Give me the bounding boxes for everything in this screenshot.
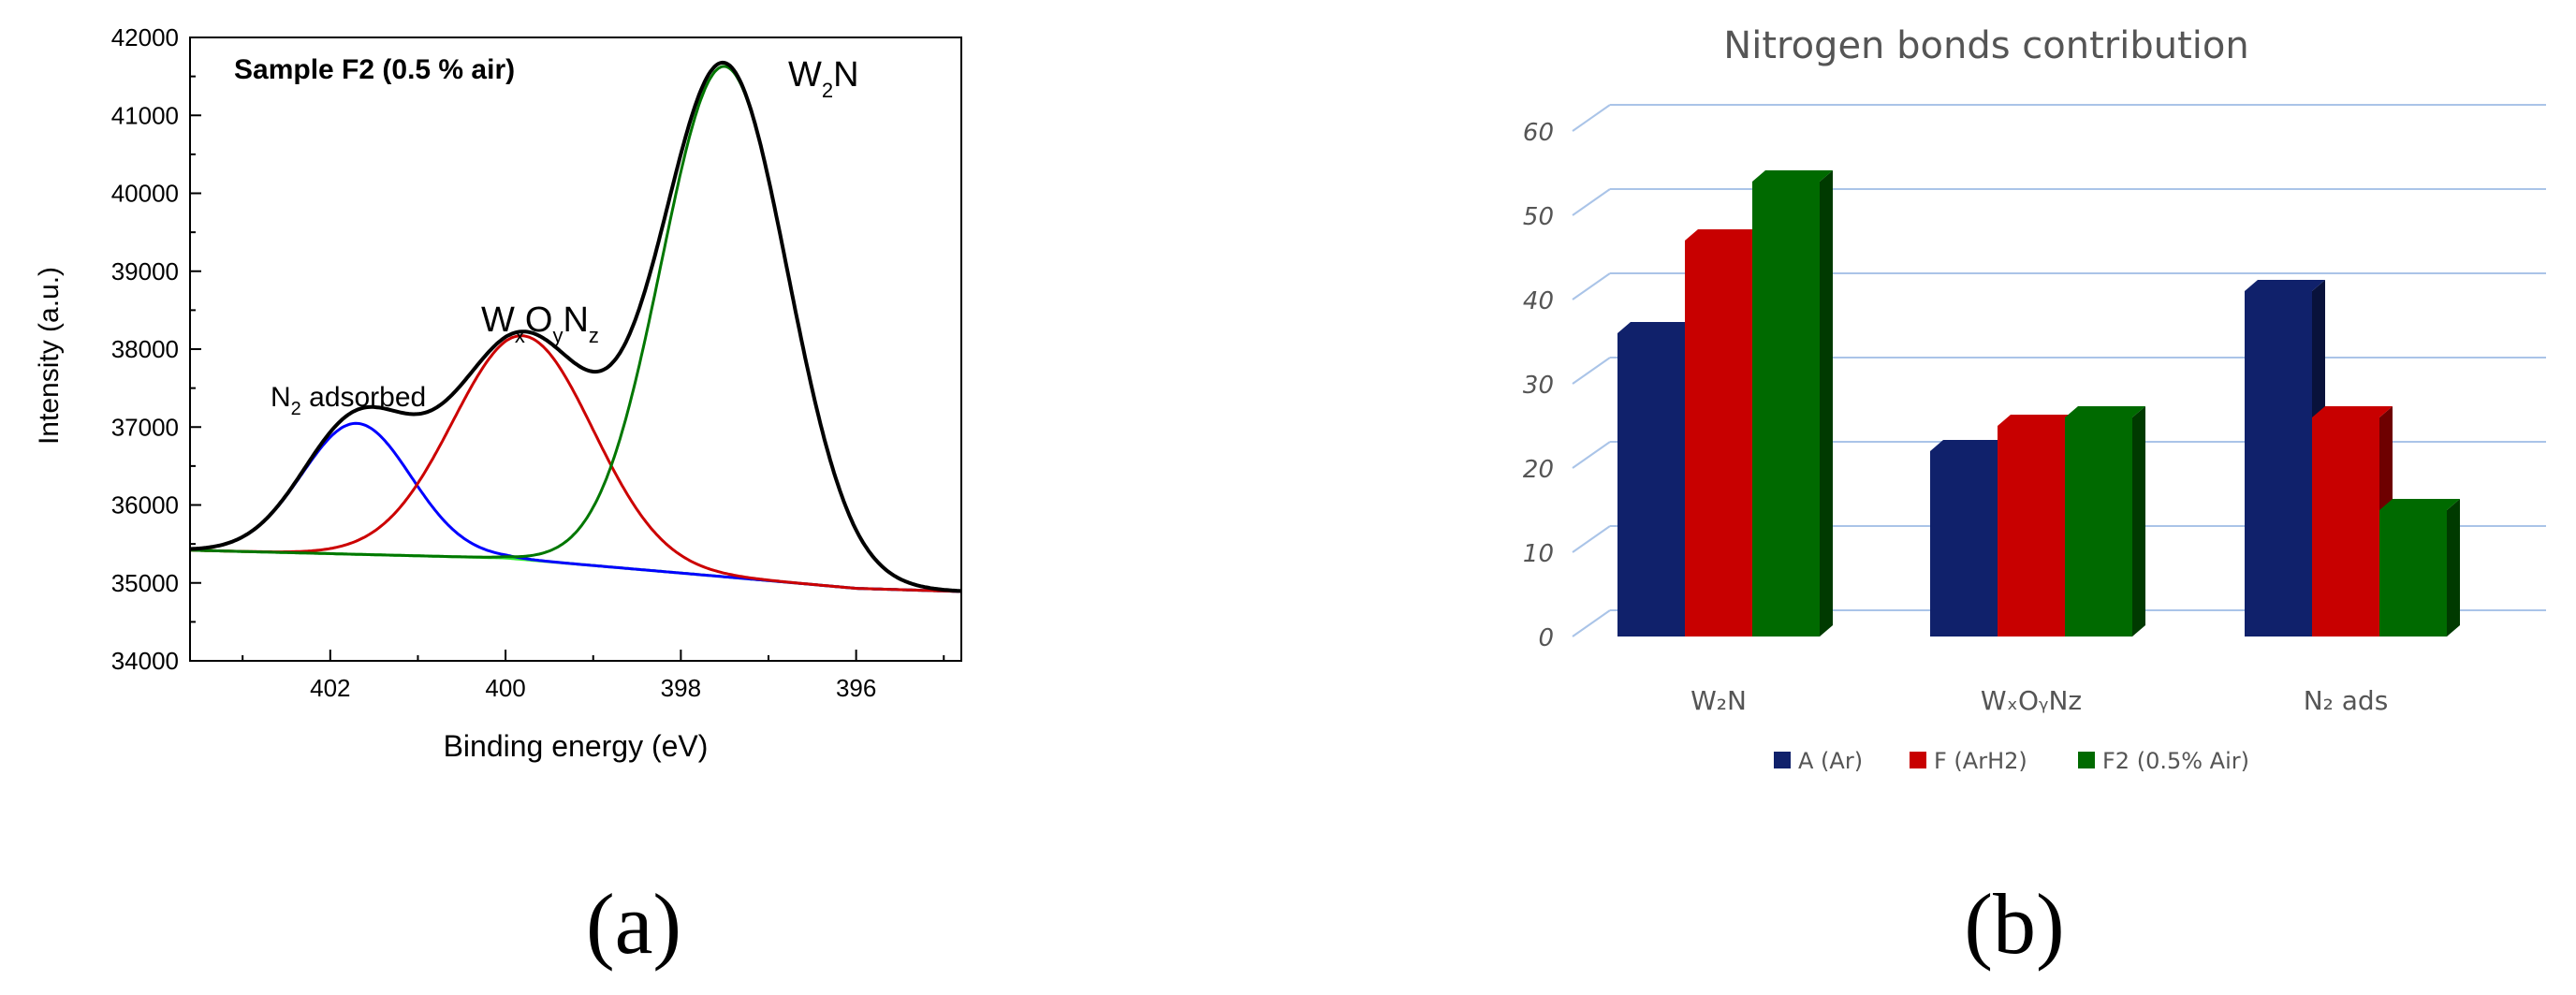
y-tick-label: 60	[1523, 119, 1554, 147]
legend-label: A (Ar)	[1798, 748, 1863, 774]
bar-front	[1685, 241, 1752, 637]
bar-top	[1685, 229, 1765, 241]
bar-front	[2312, 417, 2379, 637]
panel-label-b: (b)	[1964, 876, 2064, 972]
bars	[1617, 170, 2460, 637]
grid-diagonal	[1572, 188, 1611, 216]
xps-spectrum-panel: 34000 35000 36000 37000 38000 39000 40000 41000…	[34, 23, 962, 972]
xps-plot-area: 34000 35000 36000 37000 38000 39000 40000 41000…	[111, 23, 962, 702]
panel-label-a: (a)	[586, 876, 681, 972]
y-tick-label: 35000	[111, 569, 179, 597]
y-tick-label: 41000	[111, 101, 179, 129]
x-tick-label: 400	[485, 674, 525, 702]
bar-front	[2245, 291, 2312, 637]
plot-frame	[189, 37, 962, 662]
legend: A (Ar) F (ArH2) F2 (0.5% Air)	[1774, 748, 2249, 774]
legend-swatch	[2078, 752, 2095, 768]
legend-label: F2 (0.5% Air)	[2102, 748, 2249, 774]
bar-top	[2065, 406, 2145, 417]
y-tick-label: 34000	[111, 647, 179, 675]
bar-top	[2312, 406, 2393, 417]
grid-diagonal	[1572, 609, 1611, 637]
bar-top	[1617, 322, 1698, 333]
bar	[2379, 499, 2460, 637]
y-tick-label: 36000	[111, 491, 179, 519]
n2-adsorbed-label: N2 adsorbed	[271, 382, 426, 419]
y-tick-label: 20	[1523, 456, 1554, 484]
bar-front	[1617, 333, 1685, 637]
y-tick-label: 50	[1523, 203, 1554, 231]
y-tick-label: 10	[1523, 540, 1554, 568]
grid-diagonal	[1572, 525, 1611, 553]
bar-front	[2065, 417, 2132, 637]
bar-chart-title: Nitrogen bonds contribution	[1723, 24, 2248, 67]
w2n-label: W2N	[788, 55, 859, 102]
x-axis-label: Binding energy (eV)	[444, 729, 709, 763]
bar-top	[2245, 280, 2325, 291]
bar-top	[1930, 440, 2011, 451]
bar-top	[1752, 170, 1833, 182]
y-tick-label: 40	[1523, 287, 1554, 315]
bar-front	[2379, 510, 2447, 637]
category-label: N₂ ads	[2304, 685, 2389, 716]
bar	[1752, 170, 1833, 637]
bar	[2245, 280, 2325, 637]
y-tick-label: 39000	[111, 257, 179, 285]
x-tick-label: 398	[661, 674, 701, 702]
legend-label: F (ArH2)	[1934, 748, 2027, 774]
grid-diagonal	[1572, 104, 1611, 132]
y-axis-label: Intensity (a.u.)	[34, 267, 65, 445]
y-tick-label: 0	[1538, 624, 1554, 652]
bar-front	[1998, 426, 2065, 637]
y-tick-label: 42000	[111, 23, 179, 51]
bar	[1930, 440, 2011, 637]
y-tick-label: 37000	[111, 413, 179, 441]
sample-title: Sample F2 (0.5 % air)	[234, 54, 515, 85]
grid-diagonal	[1572, 441, 1611, 469]
bar-front	[1752, 182, 1820, 637]
bar-front	[1930, 451, 1998, 637]
grid-diagonal	[1572, 357, 1611, 385]
category-label: WₓOᵧNz	[1981, 685, 2082, 716]
y-tick-label: 40000	[111, 180, 179, 208]
bar-side	[2447, 499, 2460, 637]
legend-swatch	[1910, 752, 1926, 768]
category-label: W₂N	[1690, 685, 1747, 716]
y-tick-label: 30	[1523, 372, 1554, 400]
legend-swatch	[1774, 752, 1791, 768]
bar-chart-panel: 0 10 20 30 40 50 60 W₂N WₓOᵧNz N₂ ads Nitrogen bo…	[1523, 24, 2546, 972]
curves	[190, 60, 961, 593]
bar-top	[1998, 415, 2078, 426]
wxoynz-peak	[190, 334, 961, 593]
y-tick-label: 38000	[111, 335, 179, 363]
wxoynz-label: WxOyNz	[481, 300, 599, 347]
bar-plot-area: 0 10 20 30 40 50 60 W₂N WₓOᵧNz N₂ ads	[1523, 104, 2546, 716]
bar	[2065, 406, 2145, 637]
x-tick-label: 402	[310, 674, 350, 702]
envelope-curve	[190, 60, 961, 593]
bar-side	[2132, 406, 2145, 637]
baseline-curve	[190, 549, 961, 593]
x-tick-label: 396	[836, 674, 876, 702]
bar-side	[1820, 170, 1833, 637]
bar-top	[2379, 499, 2460, 510]
grid-diagonal	[1572, 272, 1611, 300]
